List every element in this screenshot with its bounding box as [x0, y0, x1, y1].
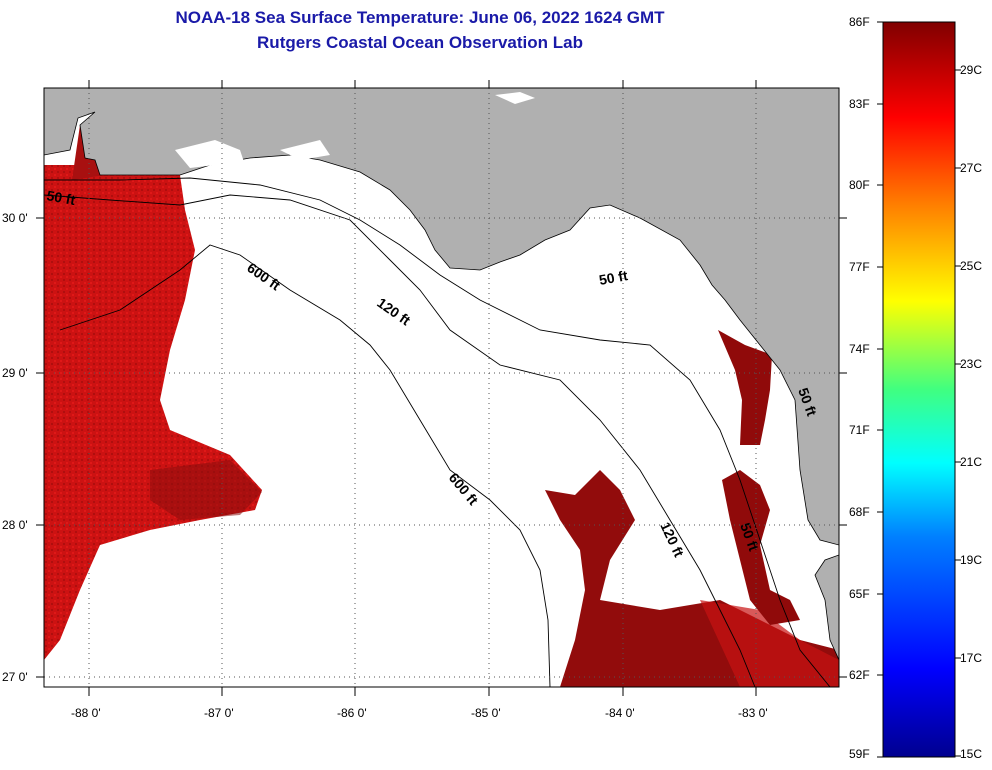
sst-bigbend-region [718, 330, 772, 445]
contour-120ft [44, 194, 756, 687]
lon-label: -88 0' [71, 706, 101, 720]
lon-label: -84 0' [605, 706, 635, 720]
colorbar-f-label: 71F [849, 423, 870, 437]
lon-label: -87 0' [204, 706, 234, 720]
colorbar-c-label: 23C [960, 357, 983, 371]
colorbar-f-label: 68F [849, 505, 870, 519]
colorbar [882, 21, 956, 758]
colorbar-f-label: 65F [849, 587, 870, 601]
lon-label: -85 0' [471, 706, 501, 720]
colorbar-c-label: 25C [960, 259, 983, 273]
contour-label: 50 ft [598, 267, 629, 288]
map-title: NOAA-18 Sea Surface Temperature: June 06… [175, 8, 665, 27]
lon-label: -83 0' [738, 706, 768, 720]
sst-west-hot [150, 460, 262, 520]
colorbar-c-label: 21C [960, 455, 983, 469]
colorbar-f-label: 59F [849, 747, 870, 761]
map-subtitle: Rutgers Coastal Ocean Observation Lab [257, 33, 583, 52]
colorbar-f-label: 86F [849, 15, 870, 29]
lat-label: 29 0' [2, 366, 28, 380]
lat-label: 28 0' [2, 518, 28, 532]
colorbar-f-label: 74F [849, 342, 870, 356]
map-frame [43, 87, 840, 688]
colorbar-c-label: 15C [960, 747, 983, 761]
contour-50ft [44, 177, 831, 687]
contour-label: 50 ft [45, 187, 76, 208]
colorbar-f-label: 77F [849, 260, 870, 274]
colorbar-c-label: 27C [960, 161, 983, 175]
contour-600ft [59, 244, 551, 687]
colorbar-f-label: 80F [849, 178, 870, 192]
colorbar-f-label: 83F [849, 97, 870, 111]
sst-west-region [44, 165, 262, 660]
colorbar-f-label: 62F [849, 668, 870, 682]
lat-label: 27 0' [2, 670, 28, 684]
lon-label: -86 0' [337, 706, 367, 720]
colorbar-c-label: 17C [960, 651, 983, 665]
colorbar-c-label: 29C [960, 63, 983, 77]
colorbar-c-label: 19C [960, 553, 983, 567]
lat-label: 30 0' [2, 211, 28, 225]
land-mass [44, 88, 839, 546]
